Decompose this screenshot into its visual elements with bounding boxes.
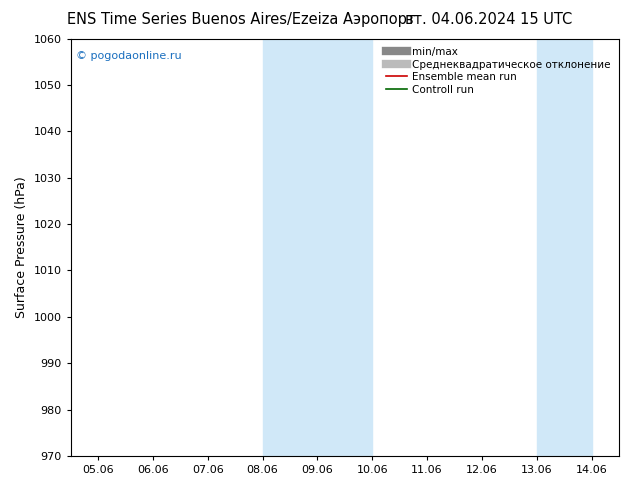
Text: вт. 04.06.2024 15 UTC: вт. 04.06.2024 15 UTC xyxy=(404,12,572,27)
Bar xyxy=(262,39,372,456)
Bar xyxy=(537,39,592,456)
Y-axis label: Surface Pressure (hPa): Surface Pressure (hPa) xyxy=(15,176,28,318)
Legend: min/max, Среднеквадратическое отклонение, Ensemble mean run, Controll run: min/max, Среднеквадратическое отклонение… xyxy=(383,44,614,98)
Text: ENS Time Series Buenos Aires/Ezeiza Аэропорт: ENS Time Series Buenos Aires/Ezeiza Аэро… xyxy=(67,12,415,27)
Text: © pogodaonline.ru: © pogodaonline.ru xyxy=(76,51,182,61)
